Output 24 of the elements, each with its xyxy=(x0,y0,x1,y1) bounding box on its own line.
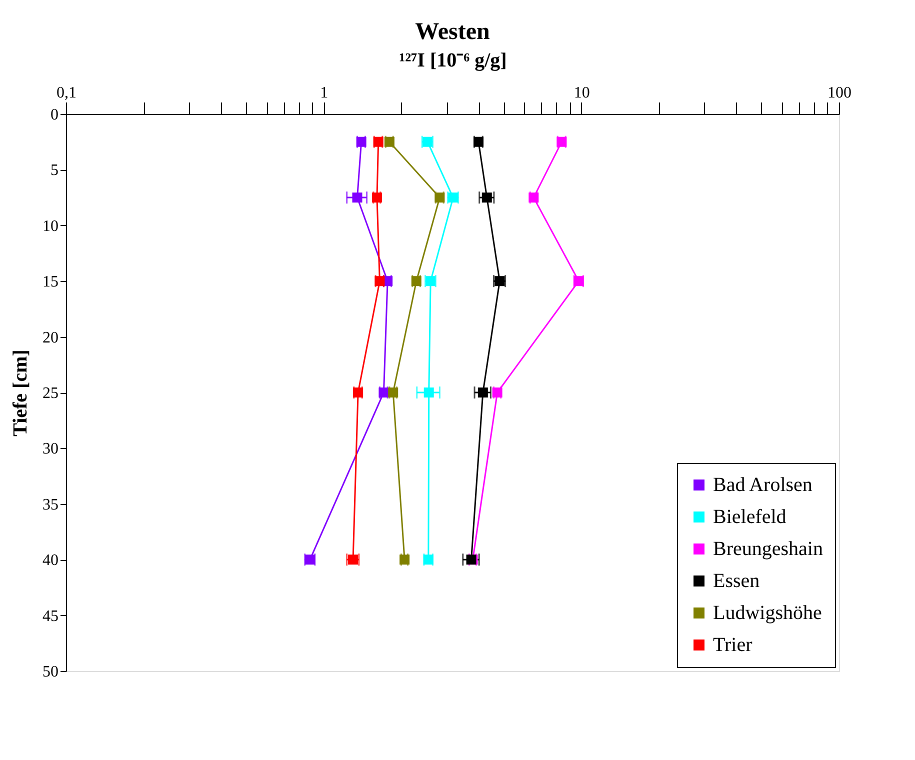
y-tick-label: 20 xyxy=(42,329,58,346)
y-tick-label: 40 xyxy=(42,552,58,570)
y-tick-label: 30 xyxy=(42,440,58,458)
legend-label: Trier xyxy=(713,634,753,656)
y-axis-title: Tiefe [cm] xyxy=(10,350,32,436)
y-tick-label: 5 xyxy=(50,162,58,180)
chart-title: Westen xyxy=(415,19,490,45)
y-tick-label: 15 xyxy=(42,274,58,291)
y-tick-label: 35 xyxy=(42,496,58,514)
y-tick-label: 50 xyxy=(42,664,58,680)
y-tick-label: 0 xyxy=(50,106,58,124)
legend-label: Ludwigshöhe xyxy=(713,602,822,624)
y-tick-label: 10 xyxy=(42,218,58,235)
y-tick-label: 45 xyxy=(42,608,58,625)
x-tick-label: 100 xyxy=(828,84,852,102)
x-tick-label: 1 xyxy=(320,84,328,102)
legend-label: Bad Arolsen xyxy=(713,474,812,496)
y-tick-label: 25 xyxy=(42,385,58,402)
legend-label: Breungeshain xyxy=(713,538,823,560)
x-tick-label: 0,1 xyxy=(56,84,76,102)
x-tick-label: 10 xyxy=(574,84,590,102)
legend-label: Essen xyxy=(713,570,760,592)
x-axis-title: ¹²⁷I [10⁻⁶ g/g] xyxy=(399,50,507,72)
legend-label: Bielefeld xyxy=(713,506,786,528)
